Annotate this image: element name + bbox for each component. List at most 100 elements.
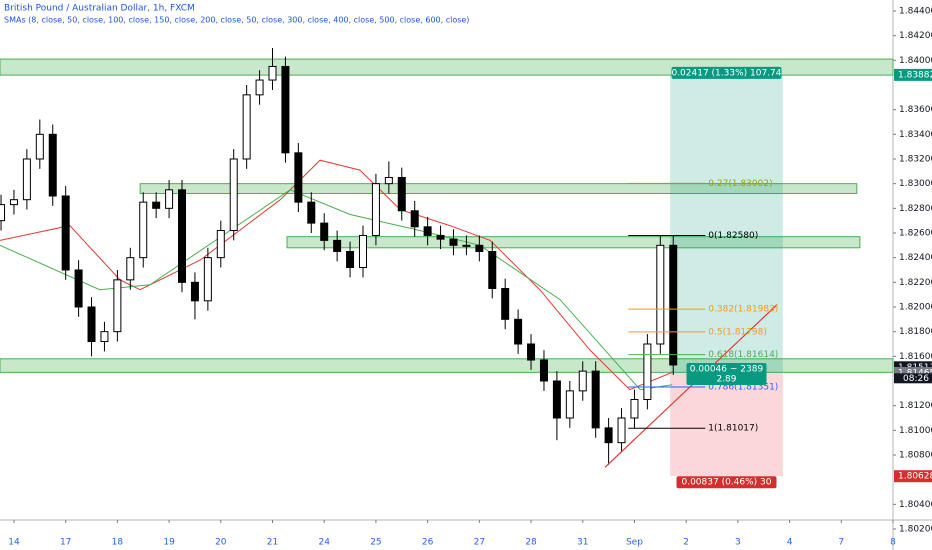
fib-label: 0.382(1.81983) — [708, 305, 778, 315]
x-tick-label: 26 — [422, 538, 434, 548]
y-tick-label: 1.82400 — [899, 253, 932, 263]
x-tick-label: 31 — [577, 538, 588, 548]
y-tick-label: 1.84000 — [899, 56, 932, 66]
entry-label-bg — [686, 362, 767, 385]
candle-body — [139, 201, 148, 259]
candle-body — [630, 398, 639, 419]
fib-label: 0(1.82580) — [708, 231, 758, 241]
y-tick-label: 1.81600 — [899, 352, 932, 362]
candle-body — [643, 343, 652, 400]
zone — [139, 183, 858, 195]
sma-line — [0, 159, 673, 391]
fib-label: 0.5(1.81798) — [708, 327, 767, 337]
fib-label: 0.27(1.83002) — [708, 179, 772, 189]
x-tick-label: 25 — [370, 538, 381, 548]
x-tick-label: 14 — [8, 538, 20, 548]
candle-body — [462, 244, 471, 247]
chart-subtitle: SMAs (8, close, 50, close, 100, close, 1… — [4, 16, 469, 25]
y-tick-label: 1.80200 — [899, 525, 932, 535]
candle-body — [578, 370, 587, 392]
candle-body — [203, 257, 212, 302]
price-tag — [894, 470, 932, 483]
stop-label-bg — [676, 476, 777, 489]
candle-body — [488, 250, 497, 289]
candle-body — [242, 94, 251, 160]
candle-body — [74, 269, 83, 308]
y-tick-label: 1.82800 — [899, 204, 932, 214]
x-tick-label: 17 — [60, 538, 71, 548]
candle-body — [656, 244, 665, 345]
countdown-bg — [894, 373, 932, 384]
candle-body — [320, 222, 329, 241]
fib-label: 0.786(1.81351) — [708, 383, 778, 393]
trendline — [604, 304, 778, 468]
countdown: 08:26 — [903, 374, 929, 384]
x-tick-label: 28 — [525, 538, 537, 548]
candle-body — [268, 65, 277, 81]
sma-line — [0, 189, 673, 391]
chart-title: British Pound / Australian Dollar, 1h, F… — [4, 4, 195, 14]
x-tick-label: 21 — [267, 538, 278, 548]
x-tick-label: 24 — [318, 538, 330, 548]
candle-body — [48, 133, 57, 197]
x-tick-label: 27 — [474, 538, 485, 548]
price-tag — [894, 68, 932, 81]
y-tick-label: 1.83400 — [899, 130, 932, 140]
fib-label: 0.618(1.81614) — [708, 350, 778, 360]
candle-body — [216, 230, 225, 259]
candle-body — [35, 133, 44, 160]
candle-body — [539, 359, 548, 382]
candle-body — [0, 204, 6, 222]
candle-body — [294, 152, 303, 203]
candle-body — [358, 234, 367, 269]
x-tick-label: 2 — [683, 538, 689, 548]
candle-body — [61, 195, 70, 271]
entry-sublabel: 2.89 — [716, 374, 736, 384]
x-tick-label: 20 — [215, 538, 227, 548]
x-tick-label: 4 — [787, 538, 793, 548]
candle-body — [410, 210, 419, 228]
candle-body — [423, 226, 432, 236]
candle-body — [527, 343, 536, 361]
y-tick-label: 1.81200 — [899, 401, 932, 411]
loss-area — [670, 372, 783, 477]
candle-body — [22, 158, 31, 201]
x-tick-label: Sep — [626, 538, 643, 548]
candle-body — [552, 380, 561, 419]
candle-body — [436, 234, 445, 240]
y-tick-label: 1.81000 — [899, 426, 932, 436]
candle-body — [346, 250, 355, 269]
candle-body — [178, 189, 187, 283]
profit-area — [670, 74, 783, 373]
price-tag-label: 1.83882 — [898, 70, 932, 80]
candle-body — [591, 370, 600, 429]
candle-body — [669, 244, 678, 366]
x-tick-label: 18 — [112, 538, 124, 548]
y-tick-label: 1.84200 — [899, 31, 932, 41]
y-tick-label: 1.81800 — [899, 327, 932, 337]
candle-body — [371, 183, 380, 236]
price-tag-label: 1.80628 — [898, 472, 932, 482]
zone — [286, 236, 861, 249]
candle-body — [475, 244, 484, 252]
candle-body — [165, 189, 174, 209]
candle-body — [501, 287, 510, 320]
candle-body — [9, 199, 18, 206]
candle-body — [113, 279, 122, 333]
candle-body — [397, 176, 406, 212]
x-tick-label: 7 — [838, 538, 844, 548]
candle-body — [333, 239, 342, 252]
fib-label: 1(1.81017) — [708, 424, 758, 434]
y-tick-label: 1.83200 — [899, 154, 932, 164]
candle-body — [100, 331, 109, 343]
zone — [0, 58, 894, 76]
y-tick-label: 1.82600 — [899, 228, 932, 238]
candle-body — [87, 306, 96, 343]
candle-body — [281, 65, 290, 154]
candle-body — [152, 201, 161, 209]
y-tick-label: 1.80800 — [899, 451, 932, 461]
candle-body — [604, 427, 613, 444]
x-tick-label: 3 — [735, 538, 741, 548]
